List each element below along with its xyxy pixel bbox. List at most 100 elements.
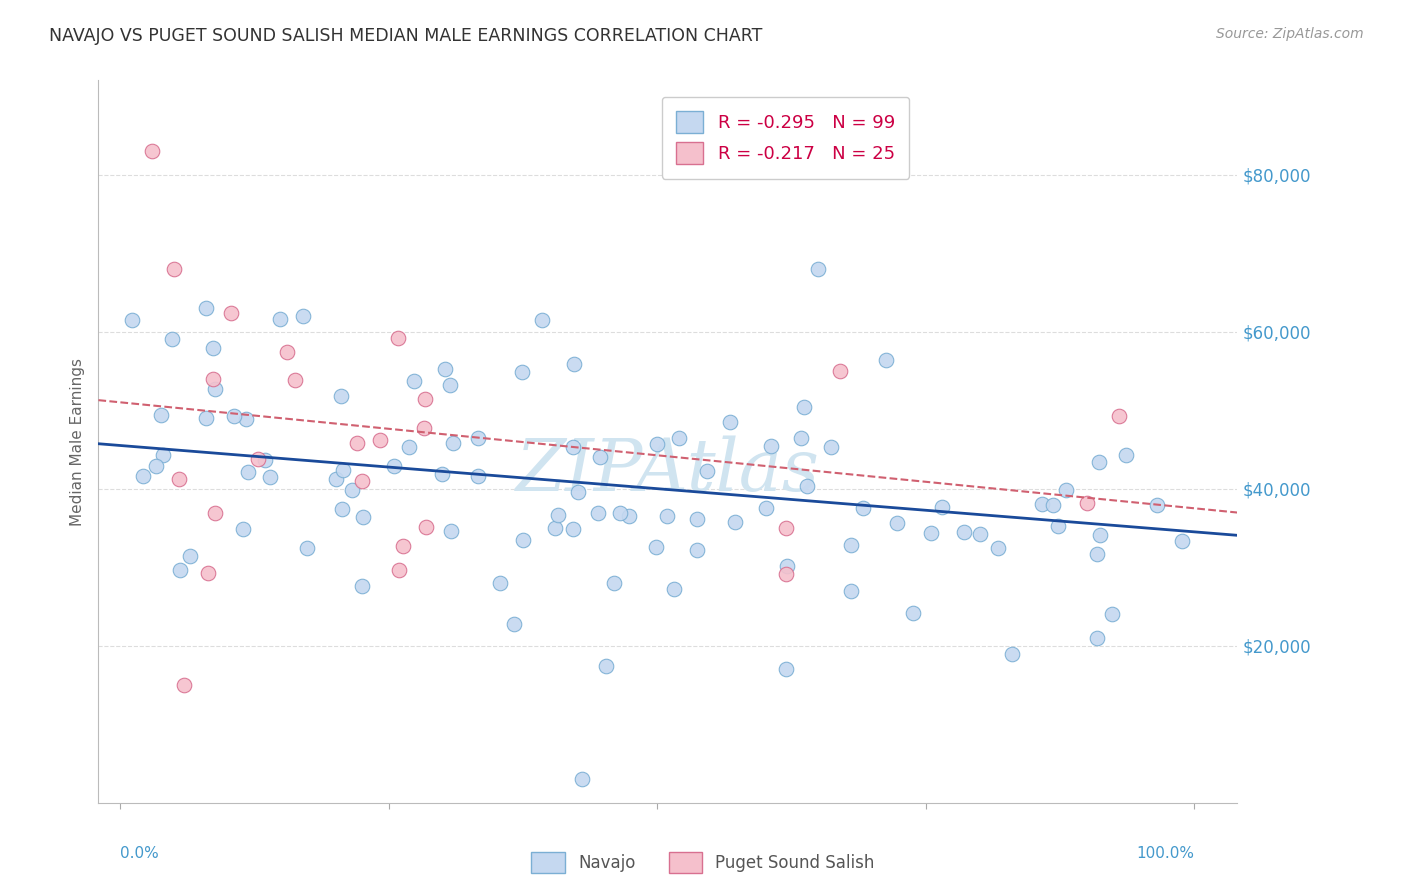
- Point: [586, 506, 609, 520]
- Point: [387, 331, 409, 345]
- Point: [595, 659, 617, 673]
- Text: Source: ZipAtlas.com: Source: ZipAtlas.com: [1216, 27, 1364, 41]
- Point: [222, 409, 245, 423]
- Point: [204, 507, 226, 521]
- Point: [253, 453, 276, 467]
- Point: [169, 563, 191, 577]
- Point: [167, 473, 190, 487]
- Point: [276, 345, 298, 359]
- Point: [352, 509, 374, 524]
- Point: [145, 458, 167, 473]
- Point: [589, 450, 612, 464]
- Point: [686, 512, 709, 526]
- Point: [645, 437, 668, 451]
- Point: [1171, 534, 1194, 549]
- Point: [820, 440, 842, 454]
- Point: [920, 526, 942, 541]
- Point: [439, 377, 461, 392]
- Legend: Navajo, Puget Sound Salish: Navajo, Puget Sound Salish: [524, 846, 882, 880]
- Point: [609, 506, 631, 520]
- Point: [969, 527, 991, 541]
- Point: [269, 311, 291, 326]
- Point: [1054, 483, 1077, 497]
- Point: [852, 500, 875, 515]
- Y-axis label: Median Male Earnings: Median Male Earnings: [69, 358, 84, 525]
- Point: [668, 431, 690, 445]
- Point: [1146, 499, 1168, 513]
- Point: [202, 342, 225, 356]
- Point: [238, 466, 260, 480]
- Point: [430, 467, 453, 481]
- Point: [775, 566, 797, 581]
- Point: [398, 440, 420, 454]
- Point: [350, 579, 373, 593]
- Point: [1085, 547, 1108, 561]
- Point: [1042, 499, 1064, 513]
- Point: [503, 617, 526, 632]
- Point: [489, 575, 512, 590]
- Point: [441, 436, 464, 450]
- Text: NAVAJO VS PUGET SOUND SALISH MEDIAN MALE EARNINGS CORRELATION CHART: NAVAJO VS PUGET SOUND SALISH MEDIAN MALE…: [49, 27, 762, 45]
- Point: [413, 392, 436, 406]
- Point: [467, 431, 489, 445]
- Point: [807, 261, 830, 276]
- Point: [718, 415, 741, 429]
- Point: [793, 400, 815, 414]
- Point: [235, 412, 257, 426]
- Point: [562, 357, 585, 371]
- Point: [875, 352, 897, 367]
- Point: [162, 261, 184, 276]
- Point: [571, 772, 593, 787]
- Point: [412, 420, 434, 434]
- Point: [259, 469, 281, 483]
- Point: [179, 549, 201, 563]
- Point: [790, 431, 813, 445]
- Point: [775, 521, 797, 535]
- Point: [1031, 497, 1053, 511]
- Point: [796, 478, 818, 492]
- Point: [547, 508, 569, 522]
- Point: [645, 540, 668, 554]
- Point: [194, 301, 217, 315]
- Point: [284, 373, 307, 387]
- Point: [195, 411, 218, 425]
- Point: [150, 408, 173, 422]
- Point: [567, 485, 589, 500]
- Point: [388, 563, 411, 577]
- Point: [1046, 518, 1069, 533]
- Point: [1076, 496, 1098, 510]
- Point: [440, 524, 463, 538]
- Point: [886, 516, 908, 531]
- Point: [828, 364, 851, 378]
- Point: [724, 515, 747, 529]
- Point: [510, 365, 533, 379]
- Point: [931, 500, 953, 514]
- Point: [368, 433, 391, 447]
- Point: [132, 468, 155, 483]
- Text: 0.0%: 0.0%: [120, 847, 159, 861]
- Point: [141, 144, 163, 158]
- Point: [330, 501, 353, 516]
- Point: [657, 509, 679, 524]
- Point: [160, 332, 183, 346]
- Point: [662, 582, 685, 596]
- Point: [775, 559, 797, 574]
- Point: [467, 469, 489, 483]
- Point: [350, 474, 373, 488]
- Point: [197, 566, 219, 580]
- Point: [173, 678, 195, 692]
- Point: [562, 522, 585, 536]
- Point: [603, 576, 626, 591]
- Point: [953, 524, 976, 539]
- Point: [1101, 607, 1123, 621]
- Point: [841, 538, 863, 552]
- Point: [342, 483, 364, 497]
- Point: [332, 463, 354, 477]
- Point: [121, 312, 143, 326]
- Point: [1001, 647, 1024, 661]
- Point: [219, 306, 242, 320]
- Point: [1085, 631, 1108, 645]
- Point: [696, 464, 718, 478]
- Point: [775, 662, 797, 676]
- Point: [346, 435, 368, 450]
